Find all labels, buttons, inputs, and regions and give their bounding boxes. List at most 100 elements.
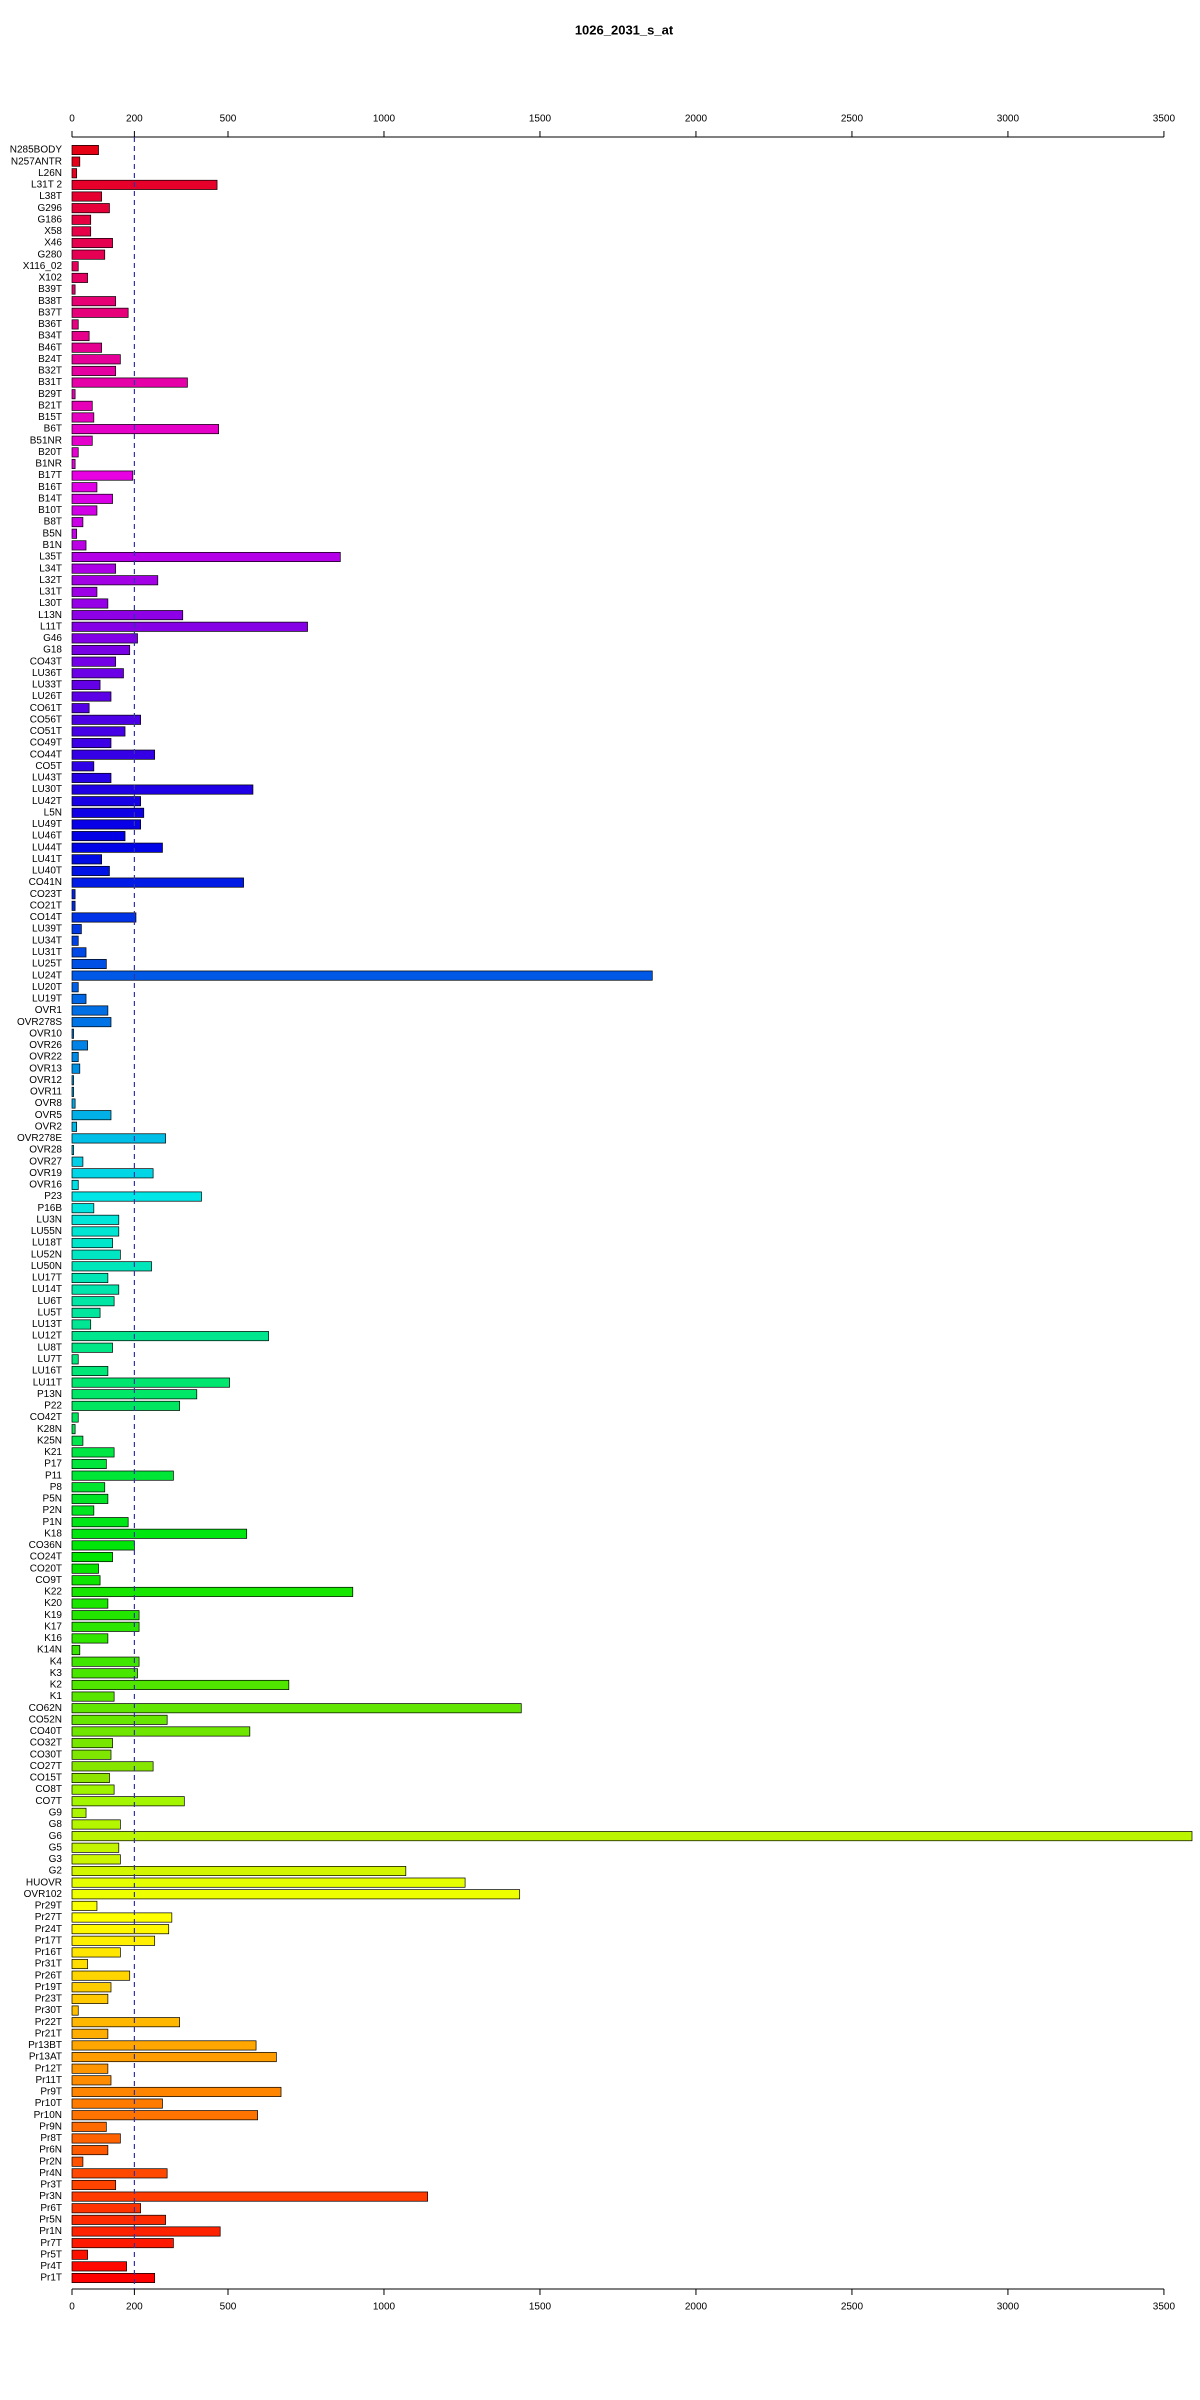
y-tick-label: LU12T bbox=[32, 1331, 62, 1342]
bar bbox=[71, 1459, 107, 1470]
y-tick-label: LU16T bbox=[32, 1366, 62, 1377]
bar bbox=[71, 156, 81, 167]
y-tick-label: P16B bbox=[38, 1203, 63, 1214]
y-tick-label: Pr24T bbox=[35, 1924, 62, 1935]
bar bbox=[71, 831, 126, 842]
bar bbox=[71, 2238, 174, 2249]
y-tick-label: K28N bbox=[37, 1424, 62, 1435]
y-tick-label: B46T bbox=[38, 342, 62, 353]
y-tick-label: B29T bbox=[38, 389, 62, 400]
y-tick-label: Pr9T bbox=[40, 2087, 62, 2098]
y-tick-label: P13N bbox=[37, 1389, 62, 1400]
y-tick-label: P1N bbox=[43, 1517, 62, 1528]
bar bbox=[71, 714, 141, 725]
y-tick-label: L38T bbox=[39, 191, 62, 202]
bar bbox=[71, 1517, 129, 1528]
y-tick-label: G296 bbox=[38, 203, 63, 214]
bar bbox=[71, 517, 84, 528]
y-tick-label: LU44T bbox=[32, 842, 62, 853]
bar bbox=[71, 505, 98, 516]
bar bbox=[71, 331, 90, 342]
bar bbox=[71, 1191, 202, 1202]
y-tick-label: CO27T bbox=[30, 1761, 62, 1772]
y-tick-label: Pr31T bbox=[35, 1959, 62, 1970]
y-tick-label: CO5T bbox=[35, 761, 62, 772]
bar bbox=[71, 2075, 112, 2086]
bar bbox=[71, 1621, 140, 1632]
bar bbox=[71, 1528, 248, 1539]
y-tick-label: CO44T bbox=[30, 749, 62, 760]
bar bbox=[71, 1796, 185, 1807]
y-tick-label: L35T bbox=[39, 552, 62, 563]
bar bbox=[71, 296, 117, 307]
bar bbox=[71, 1365, 109, 1376]
y-tick-label: P22 bbox=[44, 1401, 62, 1412]
bar bbox=[71, 2156, 84, 2167]
y-tick-label: G18 bbox=[43, 645, 62, 656]
y-tick-label: B16T bbox=[38, 482, 62, 493]
bar bbox=[71, 447, 79, 458]
y-tick-label: B24T bbox=[38, 354, 62, 365]
y-tick-label: L34T bbox=[39, 563, 62, 574]
y-tick-label: B51NR bbox=[30, 435, 62, 446]
x-tick-label: 200 bbox=[126, 114, 143, 125]
bar bbox=[71, 924, 82, 935]
y-tick-label: P2N bbox=[43, 1505, 62, 1516]
bar bbox=[71, 203, 110, 214]
bar bbox=[71, 1691, 115, 1702]
y-tick-label: L5N bbox=[44, 807, 62, 818]
y-tick-label: Pr19T bbox=[35, 1982, 62, 1993]
y-tick-label: LU33T bbox=[32, 680, 62, 691]
y-tick-label: Pr7T bbox=[40, 2238, 62, 2249]
y-tick-label: CO21T bbox=[30, 900, 62, 911]
y-tick-label: CO14T bbox=[30, 912, 62, 923]
bar bbox=[71, 1435, 84, 1446]
bar bbox=[71, 1086, 74, 1097]
y-tick-label: G3 bbox=[49, 1854, 63, 1865]
y-tick-label: LU42T bbox=[32, 796, 62, 807]
y-tick-label: Pr22T bbox=[35, 2017, 62, 2028]
bar bbox=[71, 877, 244, 888]
bar bbox=[71, 1877, 466, 1888]
y-tick-label: CO41N bbox=[29, 877, 62, 888]
bar bbox=[71, 1575, 101, 1586]
bar bbox=[71, 2005, 79, 2016]
y-tick-label: CO51T bbox=[30, 726, 62, 737]
y-tick-label: B5N bbox=[43, 528, 62, 539]
bar bbox=[71, 1703, 522, 1714]
y-tick-label: CO61T bbox=[30, 703, 62, 714]
x-tick-label: 3000 bbox=[997, 2302, 1020, 2313]
x-tick-label: 3500 bbox=[1153, 2302, 1176, 2313]
bar bbox=[71, 1866, 407, 1877]
bar bbox=[71, 1749, 112, 1760]
y-tick-label: K17 bbox=[44, 1621, 62, 1632]
y-tick-label: CO52N bbox=[29, 1714, 62, 1725]
bar bbox=[71, 482, 98, 493]
bar bbox=[71, 865, 110, 876]
bar bbox=[71, 1540, 135, 1551]
y-tick-label: CO56T bbox=[30, 714, 62, 725]
bar bbox=[71, 1307, 101, 1318]
y-tick-label: G6 bbox=[49, 1831, 63, 1842]
y-tick-label: K22 bbox=[44, 1587, 62, 1598]
bar bbox=[71, 726, 126, 737]
y-tick-label: K21 bbox=[44, 1447, 62, 1458]
y-tick-label: G46 bbox=[43, 633, 62, 644]
y-tick-label: K1 bbox=[50, 1691, 63, 1702]
bar bbox=[71, 1400, 180, 1411]
y-tick-label: Pr13BT bbox=[28, 2040, 62, 2051]
y-tick-label: LU6T bbox=[38, 1296, 62, 1307]
bar bbox=[71, 272, 88, 283]
bar bbox=[71, 144, 99, 156]
y-tick-label: G280 bbox=[38, 249, 63, 260]
bar bbox=[71, 2040, 257, 2051]
bar bbox=[71, 563, 117, 574]
bar bbox=[71, 1249, 121, 1260]
bar bbox=[71, 633, 138, 644]
y-tick-label: LU41T bbox=[32, 854, 62, 865]
y-tick-label: X116_02 bbox=[23, 261, 63, 272]
y-tick-label: CO62N bbox=[29, 1703, 62, 1714]
y-tick-label: CO40T bbox=[30, 1726, 62, 1737]
bar bbox=[71, 947, 87, 958]
bar bbox=[71, 807, 145, 818]
